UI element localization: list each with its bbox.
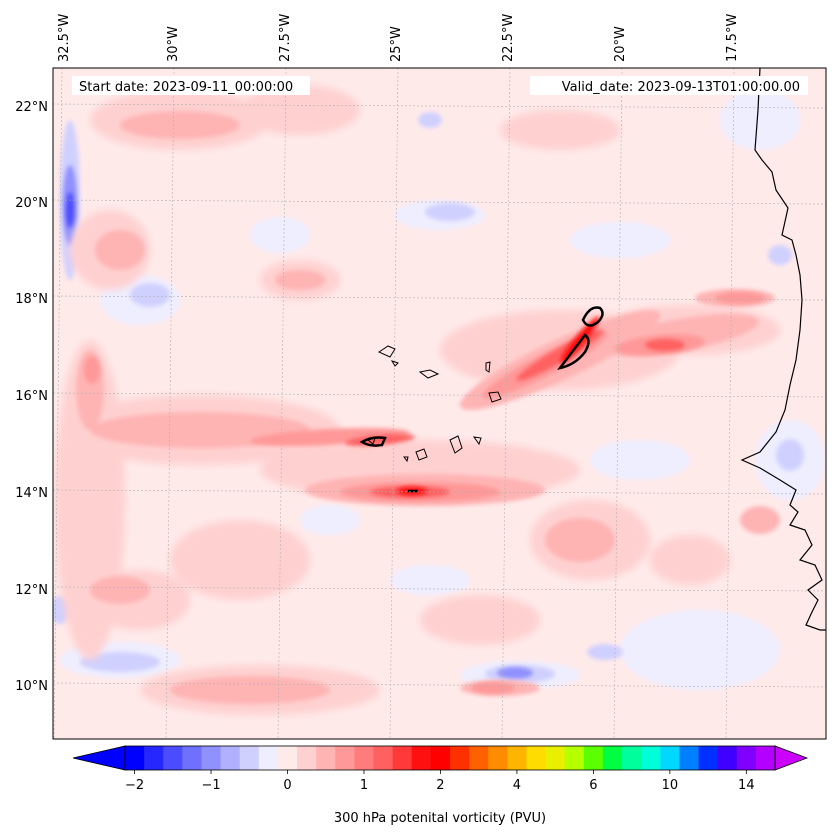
colorbar-under-arrow [72, 745, 126, 771]
lat-label: 18°N [15, 292, 48, 307]
lon-labels: 32.5°W 30°W 27.5°W 25°W 22.5°W 20°W 17.5… [57, 14, 740, 62]
colorbar-tick-label: −1 [201, 778, 220, 793]
colorbar-bin [622, 746, 642, 770]
colorbar-bin [163, 746, 183, 770]
colorbar-bins [125, 746, 776, 770]
colorbar-tick-label: 1 [360, 778, 368, 793]
valid-date-box [530, 76, 808, 95]
colorbar-tick-label: 6 [589, 778, 597, 793]
lon-label: 27.5°W [278, 14, 293, 62]
colorbar-bin [698, 746, 719, 770]
african-coastline [740, 68, 826, 631]
colorbar-ticks: −2 −1 0 1 2 4 6 10 14 [125, 770, 755, 793]
colorbar-bin [125, 746, 145, 770]
colorbar-bin [392, 746, 413, 770]
lat-label: 22°N [15, 100, 48, 115]
lat-label: 14°N [15, 486, 48, 501]
colorbar: −2 −1 0 1 2 4 6 10 14 300 hPa potenital vorticit… [72, 745, 809, 826]
colorbar-bin [660, 746, 680, 770]
colorbar-tick-label: 10 [662, 778, 679, 793]
colorbar-bin [583, 746, 604, 770]
lon-label: 17.5°W [725, 14, 740, 62]
lon-label: 25°W [389, 26, 404, 62]
colorbar-bin [220, 746, 241, 770]
colorbar-label: 300 hPa potenital vorticity (PVU) [334, 811, 546, 826]
colorbar-bin [526, 746, 547, 770]
lon-label: 20°W [613, 26, 628, 62]
plot-frame [52, 67, 827, 740]
colorbar-bin [488, 746, 508, 770]
colorbar-bin [297, 746, 317, 770]
valid-date-text: Valid_date: 2023-09-13T01:00:00.00 [562, 80, 800, 95]
colorbar-bin [755, 746, 776, 770]
gridlines [53, 68, 826, 739]
colorbar-bin [258, 746, 279, 770]
colorbar-bin [641, 746, 661, 770]
colorbar-bin [182, 746, 202, 770]
colorbar-bin [201, 746, 222, 770]
colorbar-bin [354, 746, 375, 770]
colorbar-bin [469, 746, 489, 770]
colorbar-bin [717, 746, 738, 770]
colorbar-bin [679, 746, 700, 770]
lat-label: 10°N [15, 679, 48, 694]
colorbar-bin [450, 746, 470, 770]
lat-label: 20°N [15, 196, 48, 211]
lon-label: 32.5°W [57, 14, 72, 62]
lat-label: 12°N [15, 583, 48, 598]
colorbar-bin [316, 746, 336, 770]
colorbar-bin [736, 746, 757, 770]
colorbar-tick-label: 2 [436, 778, 444, 793]
colorbar-bin [239, 746, 260, 770]
colorbar-bin [602, 746, 623, 770]
colorbar-tick-label: −2 [125, 778, 144, 793]
colorbar-tick-label: 14 [738, 778, 755, 793]
colorbar-bin [507, 746, 527, 770]
lat-labels: 22°N 20°N 18°N 16°N 14°N 12°N 10°N [15, 100, 48, 694]
colorbar-bin [411, 746, 432, 770]
start-date-box [72, 76, 310, 95]
colorbar-bin [545, 746, 566, 770]
colorbar-over-arrow [774, 745, 809, 771]
lon-label: 30°W [166, 26, 181, 62]
start-date-text: Start date: 2023-09-11_00:00:00 [79, 80, 293, 95]
colorbar-bin [277, 746, 298, 770]
colorbar-bin [373, 746, 394, 770]
pv-field [53, 68, 826, 739]
colorbar-bin [430, 746, 451, 770]
colorbar-tick-label: 4 [513, 778, 521, 793]
colorbar-frame [124, 745, 776, 771]
lat-label: 16°N [15, 389, 48, 404]
cabo-verde-islands [366, 345, 502, 463]
colorbar-tick-label: 0 [283, 778, 291, 793]
pv-contour [359, 306, 604, 493]
lon-label: 22.5°W [501, 14, 516, 62]
colorbar-bin [144, 746, 164, 770]
colorbar-bin [335, 746, 355, 770]
colorbar-bin [564, 746, 585, 770]
